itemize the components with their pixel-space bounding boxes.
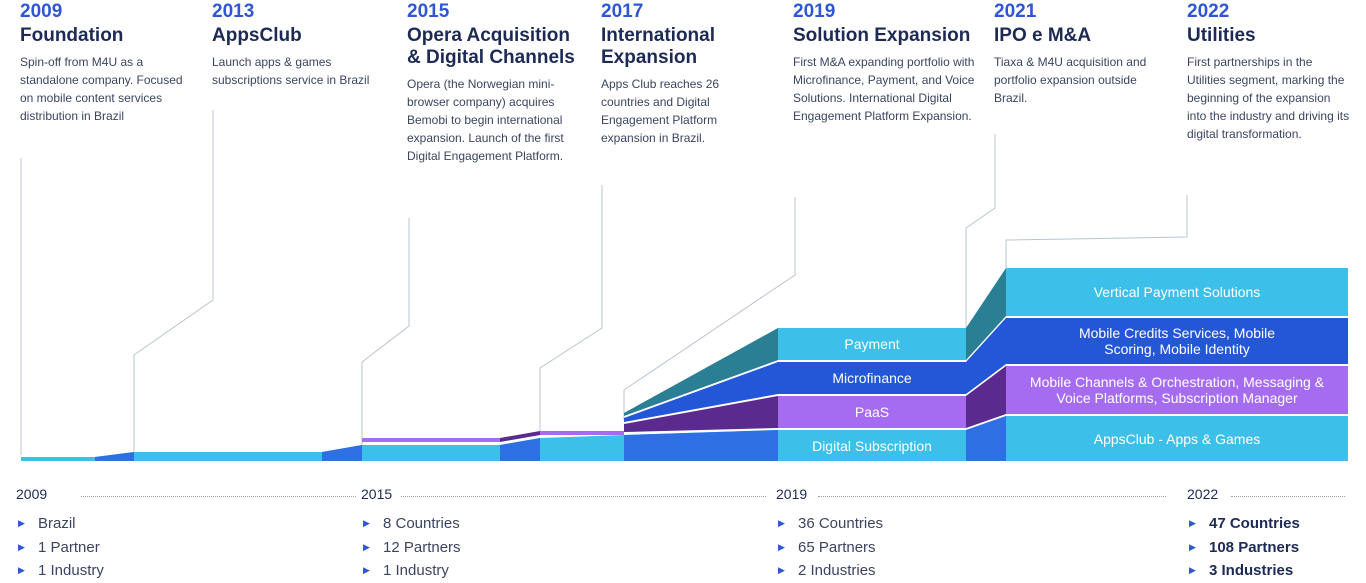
band-paas: [362, 366, 1348, 442]
growth-diagram: [20, 110, 1348, 461]
milestone-desc: Tiaxa & M4U acquisition and portfolio ex…: [994, 55, 1147, 105]
milestone-title: Utilities: [1187, 25, 1256, 46]
band-digital-subscription: [21, 416, 1348, 461]
stat-item: ▶ 8 Countries: [361, 512, 771, 536]
bullet-arrow-icon: ▶: [778, 565, 785, 575]
milestone-2009: 2009 Foundation Spin-off from M4U as a s…: [20, 0, 195, 125]
bullet-arrow-icon: ▶: [1189, 565, 1196, 575]
milestone-desc: Launch apps & games subscriptions servic…: [212, 55, 370, 87]
milestone-desc: Apps Club reaches 26 countries and Digit…: [601, 77, 720, 145]
milestone-2017: 2017 International Expansion Apps Club r…: [601, 0, 751, 147]
stat-item: ▶ Brazil: [16, 512, 346, 536]
band-label-mobile-credits: Mobile Credits Services, Mobile Scoring,…: [1078, 325, 1276, 357]
connector-2022: [1005, 195, 1188, 268]
milestone-title: Foundation: [20, 25, 124, 46]
band-label-digital-subscription: Digital Subscription: [812, 437, 932, 454]
bullet-arrow-icon: ▶: [363, 565, 370, 575]
stats-2022: 2022 ▶ 47 Countries ▶ 108 Partners ▶ 3 Indu…: [1187, 486, 1349, 583]
band-microfinance: [624, 318, 1348, 422]
band-label-payment: Payment: [844, 336, 900, 352]
milestone-year: 2013: [212, 1, 255, 22]
stat-item: ▶ 12 Partners: [361, 536, 771, 560]
band-label-vertical-payment: Vertical Payment Solutions: [1093, 284, 1261, 300]
bullet-arrow-icon: ▶: [18, 518, 25, 528]
dotted-divider: [401, 496, 766, 497]
bullet-arrow-icon: ▶: [778, 541, 785, 552]
stat-item: ▶ 1 Partner: [16, 536, 346, 560]
connector-2013: [133, 110, 214, 452]
milestone-desc: Spin-off from M4U as a standalone compan…: [20, 55, 183, 123]
connector-2017: [539, 185, 603, 432]
milestone-title: IPO e M&A: [994, 25, 1092, 46]
stat-item: ▶ 1 Industry: [361, 559, 771, 583]
milestone-2021: 2021 IPO e M&A Tiaxa & M4U acquisition a…: [994, 0, 1169, 107]
milestone-2022: 2022 Utilities First partnerships in the…: [1187, 0, 1352, 143]
stats-year: 2009: [16, 486, 48, 502]
milestone-desc: Opera (the Norwegian mini-browser compan…: [407, 77, 564, 163]
stat-item: ▶ 47 Countries: [1187, 512, 1349, 536]
bullet-arrow-icon: ▶: [18, 541, 25, 552]
connector-lines: [20, 110, 1188, 455]
milestone-desc: First partnerships in the Utilities segm…: [1187, 55, 1350, 141]
connector-2015: [361, 218, 410, 445]
band-label-mobile-channels: Mobile Channels & Orchestration, Messagi…: [1029, 374, 1325, 406]
connector-2019: [623, 197, 796, 420]
stat-item: ▶ 1 Industry: [16, 559, 346, 583]
stat-item: ▶ 2 Industries: [776, 559, 1171, 583]
milestone-year: 2015: [407, 1, 450, 22]
stats-year: 2015: [361, 486, 393, 502]
stats-2009: 2009 ▶ Brazil ▶ 1 Partner ▶ 1 Industry: [16, 486, 356, 583]
dotted-divider: [1231, 496, 1345, 497]
band-payment: [624, 268, 1348, 416]
milestone-title: International Expansion: [601, 25, 716, 68]
milestone-year: 2019: [793, 1, 836, 22]
bullet-arrow-icon: ▶: [1189, 541, 1196, 552]
milestone-title: Opera Acquisition & Digital Channels: [407, 25, 575, 68]
band-label-paas: PaaS: [854, 404, 890, 420]
bullet-arrow-icon: ▶: [363, 518, 370, 528]
stat-item: ▶ 3 Industries: [1187, 559, 1349, 583]
band-label-appsclub: AppsClub - Apps & Games: [1093, 430, 1261, 447]
milestone-year: 2022: [1187, 1, 1230, 22]
dotted-divider: [818, 496, 1166, 497]
milestone-title: Solution Expansion: [793, 25, 971, 46]
milestone-2019: 2019 Solution Expansion First M&A expand…: [793, 0, 978, 125]
milestone-year: 2009: [20, 1, 63, 22]
milestone-title: AppsClub: [212, 25, 302, 46]
milestone-desc: First M&A expanding portfolio with Micro…: [793, 55, 975, 123]
stats-year: 2019: [776, 486, 808, 502]
stats-2019: 2019 ▶ 36 Countries ▶ 65 Partners ▶ 2 Indus…: [776, 486, 1171, 583]
milestone-2013: 2013 AppsClub Launch apps & games subscr…: [212, 0, 392, 89]
milestone-2015: 2015 Opera Acquisition & Digital Channel…: [407, 0, 587, 165]
stat-item: ▶ 65 Partners: [776, 536, 1171, 560]
stat-item: ▶ 108 Partners: [1187, 536, 1349, 560]
bullet-arrow-icon: ▶: [18, 565, 25, 575]
bullet-arrow-icon: ▶: [363, 541, 370, 552]
milestone-year: 2021: [994, 1, 1037, 22]
dotted-divider: [81, 496, 356, 497]
stat-item: ▶ 36 Countries: [776, 512, 1171, 536]
bullet-arrow-icon: ▶: [1189, 518, 1196, 528]
milestone-year: 2017: [601, 1, 644, 22]
bullet-arrow-icon: ▶: [778, 518, 785, 528]
connector-2021: [965, 134, 996, 330]
stats-2015: 2015 ▶ 8 Countries ▶ 12 Partners ▶ 1 Indust…: [361, 486, 771, 583]
stats-year: 2022: [1187, 486, 1219, 502]
band-label-microfinance: Microfinance: [832, 370, 912, 386]
